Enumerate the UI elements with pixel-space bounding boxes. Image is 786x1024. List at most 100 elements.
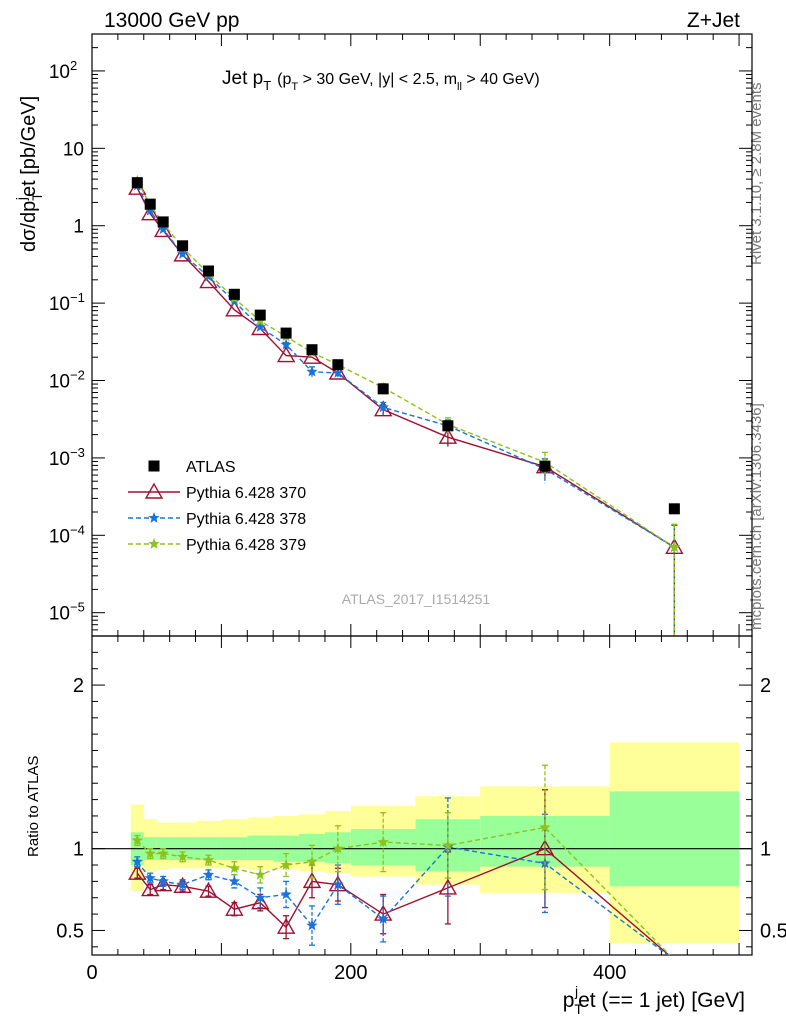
data-point-star bbox=[332, 878, 344, 890]
data-point-star bbox=[306, 855, 318, 867]
data-point-star bbox=[332, 842, 344, 854]
watermark: ATLAS_2017_I1514251 bbox=[342, 591, 491, 607]
data-point-star bbox=[228, 862, 241, 874]
legend-entry: ATLAS bbox=[148, 459, 236, 476]
data-point-star bbox=[254, 891, 266, 903]
data-point-star bbox=[157, 847, 169, 859]
data-point-star bbox=[144, 204, 156, 216]
data-point-triangle bbox=[199, 881, 218, 898]
x-tick-label: 200 bbox=[334, 962, 367, 984]
data-point-triangle bbox=[225, 300, 244, 317]
ratio-y-tick-label-right: 1 bbox=[760, 839, 771, 861]
data-point-triangle bbox=[276, 917, 296, 934]
main-title: Jet pT (pT > 30 GeV, |y| < 2.5, mll > 40 … bbox=[222, 68, 540, 93]
data-point-square bbox=[254, 309, 266, 321]
x-tick-label: 0 bbox=[86, 962, 97, 984]
data-point-star bbox=[144, 847, 156, 859]
legend-label: Pythia 6.428 378 bbox=[186, 511, 306, 528]
main-y-axis-label: dσ/dpTjet [pb/GeV] bbox=[13, 96, 45, 252]
data-point-square bbox=[177, 240, 189, 252]
legend-entry: Pythia 6.428 378 bbox=[128, 511, 306, 528]
y-tick-label: 10 bbox=[49, 604, 70, 625]
y-tick-label-exponent: −2 bbox=[70, 368, 85, 383]
data-point-star bbox=[306, 365, 318, 377]
data-point-star bbox=[377, 401, 389, 413]
data-point-star bbox=[332, 367, 344, 378]
ratio-plot-frame bbox=[91, 635, 753, 956]
data-point-triangle bbox=[141, 880, 160, 897]
data-point-square bbox=[202, 265, 214, 277]
ratio-y-tick-label: 1 bbox=[73, 839, 84, 861]
data-point-star bbox=[176, 878, 189, 890]
data-point-triangle bbox=[173, 245, 192, 262]
side-label-bottom: mcplots.cern.ch [arXiv:1306.3436] bbox=[748, 403, 765, 630]
data-point-triangle bbox=[173, 876, 192, 893]
data-point-square bbox=[228, 288, 240, 300]
data-point-triangle bbox=[153, 220, 173, 238]
data-point-square bbox=[144, 198, 156, 210]
y-tick-label: 10 bbox=[63, 139, 84, 160]
data-point-triangle bbox=[144, 482, 164, 499]
data-point-star bbox=[148, 538, 160, 549]
header-left: 13000 GeV pp bbox=[104, 9, 239, 32]
data-point-star bbox=[306, 919, 318, 931]
y-tick-label: 10 bbox=[49, 526, 70, 547]
data-point-triangle bbox=[251, 893, 270, 910]
data-point-triangle bbox=[302, 347, 322, 364]
data-point-triangle bbox=[302, 871, 322, 889]
data-point-triangle bbox=[535, 839, 555, 856]
data-point-square bbox=[668, 503, 680, 515]
data-point-square bbox=[442, 420, 454, 432]
data-point-triangle bbox=[225, 899, 244, 916]
data-point-star bbox=[148, 512, 160, 523]
data-point-square bbox=[280, 327, 292, 339]
x-axis-label: pTjet (== 1 jet) [GeV] bbox=[563, 983, 745, 1017]
data-point-star bbox=[254, 321, 266, 332]
legend-entry: Pythia 6.428 379 bbox=[128, 537, 306, 554]
legend-label: Pythia 6.428 379 bbox=[186, 537, 306, 554]
data-point-star bbox=[280, 888, 292, 900]
ratio-y-tick-label: 0.5 bbox=[56, 920, 84, 942]
y-tick-label: 1 bbox=[73, 217, 84, 238]
data-point-star bbox=[144, 872, 156, 883]
ratio-y-tick-label-right: 2 bbox=[760, 675, 771, 697]
data-point-star bbox=[131, 855, 143, 867]
uncertainty-band-green bbox=[609, 791, 740, 887]
legend-label: Pythia 6.428 370 bbox=[186, 485, 306, 502]
legend-label: ATLAS bbox=[186, 459, 236, 476]
y-tick-label-exponent: −3 bbox=[70, 445, 85, 460]
x-tick-label: 400 bbox=[593, 962, 626, 984]
data-point-star bbox=[442, 839, 454, 851]
y-tick-label-exponent: −5 bbox=[70, 600, 85, 615]
legend-entry: Pythia 6.428 370 bbox=[128, 482, 306, 502]
data-point-triangle bbox=[128, 863, 147, 880]
data-point-star bbox=[157, 875, 169, 887]
data-point-square bbox=[157, 216, 169, 228]
y-tick-label-exponent: 2 bbox=[70, 58, 77, 73]
ratio-series-line bbox=[136, 847, 670, 955]
y-tick-label-exponent: −1 bbox=[70, 290, 85, 305]
y-tick-label-exponent: −4 bbox=[70, 522, 85, 537]
data-point-square bbox=[377, 383, 389, 395]
data-point-star bbox=[176, 850, 189, 862]
y-tick-label: 10 bbox=[49, 294, 70, 315]
data-point-star bbox=[131, 834, 143, 846]
data-point-square bbox=[148, 460, 160, 472]
uncertainty-band-green bbox=[247, 835, 274, 861]
data-point-triangle bbox=[438, 878, 458, 895]
ratio-series-line bbox=[136, 826, 671, 955]
data-point-star bbox=[539, 821, 551, 833]
data-point-star bbox=[157, 223, 169, 235]
y-tick-label: 10 bbox=[49, 449, 70, 470]
header-right: Z+Jet bbox=[687, 9, 740, 32]
data-point-star bbox=[176, 248, 189, 259]
data-point-star bbox=[377, 836, 389, 847]
data-point-square bbox=[131, 177, 143, 189]
data-point-triangle bbox=[276, 346, 296, 363]
data-point-triangle bbox=[251, 319, 270, 336]
data-point-star bbox=[668, 541, 681, 553]
series-atlas bbox=[131, 177, 680, 515]
ratio-y-axis-label: Ratio to ATLAS bbox=[25, 756, 42, 857]
data-point-square bbox=[332, 359, 344, 371]
